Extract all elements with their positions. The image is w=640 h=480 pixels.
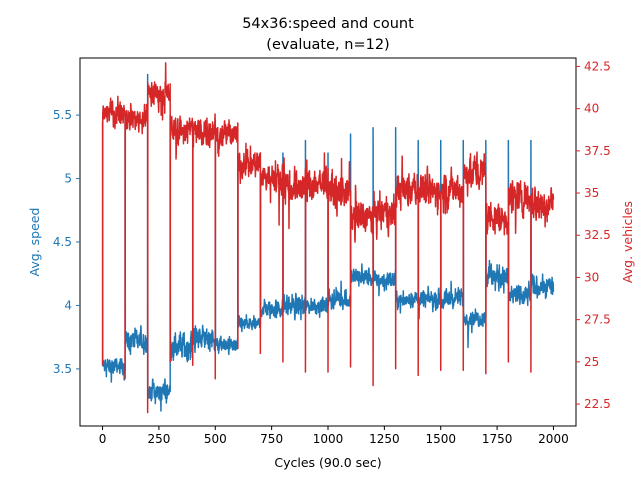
x-axis-label: Cycles (90.0 sec) [274, 455, 381, 470]
y-right-tick-label: 42.5 [584, 59, 611, 73]
y-left-tick-label: 4.5 [53, 235, 72, 249]
y-left-axis-label: Avg. speed [27, 208, 42, 277]
x-tick-label: 750 [260, 432, 283, 446]
x-tick-label: 1250 [369, 432, 400, 446]
chart-subtitle: (evaluate, n=12) [266, 37, 389, 53]
y-left-tick-label: 3.5 [53, 362, 72, 376]
plot-area [101, 62, 555, 414]
x-tick-label: 0 [99, 432, 107, 446]
y-left-axis-ticks: 3.5 4 4.5 5 5.5 [53, 108, 80, 376]
x-tick-label: 1000 [313, 432, 344, 446]
y-right-tick-label: 32.5 [584, 228, 611, 242]
x-tick-label: 500 [204, 432, 227, 446]
chart-title: 54x36:speed and count [242, 16, 414, 32]
x-tick-label: 1500 [425, 432, 456, 446]
y-right-tick-label: 22.5 [584, 397, 611, 411]
y-right-axis-ticks: 22.5 25 27.5 30 32.5 35 37.5 40 42.5 [576, 59, 611, 411]
series-line-avg-vehicles [101, 62, 555, 414]
x-tick-label: 2000 [538, 432, 569, 446]
y-left-tick-label: 4 [64, 298, 72, 312]
y-right-axis-label: Avg. vehicles [620, 201, 635, 283]
y-right-tick-label: 40 [584, 102, 599, 116]
y-right-tick-label: 37.5 [584, 144, 611, 158]
x-tick-label: 1750 [482, 432, 513, 446]
y-right-tick-label: 30 [584, 270, 599, 284]
y-right-tick-label: 27.5 [584, 313, 611, 327]
x-axis-ticks: 0 250 500 750 1000 1250 1500 1750 2000 [99, 426, 569, 446]
x-tick-label: 250 [147, 432, 170, 446]
y-left-tick-label: 5.5 [53, 108, 72, 122]
y-left-tick-label: 5 [64, 172, 72, 186]
y-right-tick-label: 25 [584, 355, 599, 369]
y-right-tick-label: 35 [584, 186, 599, 200]
